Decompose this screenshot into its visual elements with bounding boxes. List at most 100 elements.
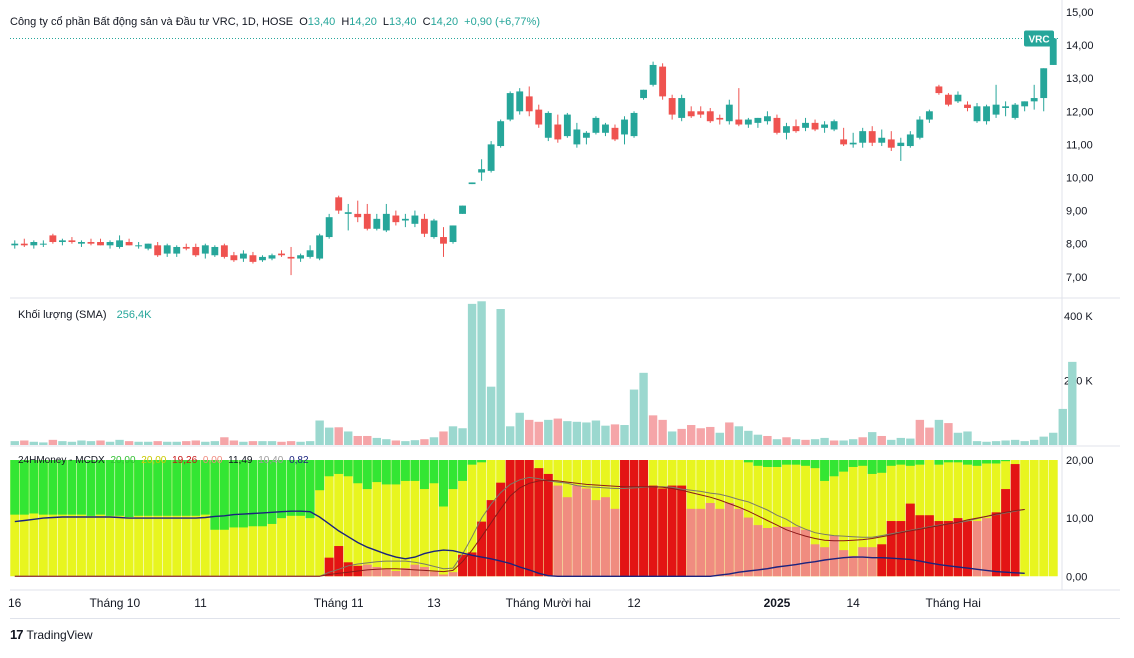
candle-body [954, 94, 962, 102]
candle-body [449, 225, 457, 243]
mcdx-red-bar [658, 488, 668, 577]
candle-body [1030, 98, 1038, 102]
candle-body [392, 215, 400, 223]
volume-bar [286, 441, 296, 445]
volume-bar [486, 386, 496, 445]
mcdx-yellow-bar [934, 460, 944, 577]
mcdx-red-bar [343, 562, 353, 577]
mcdx-red-bar [839, 550, 849, 577]
volume-bar [572, 421, 582, 445]
mcdx-green-bar [362, 460, 372, 490]
mcdx-red-bar [620, 460, 629, 577]
mcdx-green-bar [305, 460, 315, 519]
candle-body [859, 131, 867, 143]
mcdx-label: 24HMoney - MCDX [18, 455, 105, 466]
candle-body [287, 256, 295, 259]
time-tick-label: Tháng 10 [89, 596, 140, 610]
mcdx-red-bar [715, 508, 725, 577]
volume-bar [963, 431, 972, 445]
candle-body [897, 142, 905, 147]
tradingview-logo-icon: 17 [10, 627, 24, 642]
mcdx-yellow-bar [943, 460, 953, 577]
candle-body [687, 111, 695, 117]
mcdx-yellow-bar [1039, 460, 1049, 577]
volume-bar [115, 439, 124, 445]
volume-bar [448, 426, 458, 445]
volume-bar [801, 439, 810, 445]
volume-bar [315, 420, 324, 445]
volume-bar [582, 422, 591, 445]
volume-bar [925, 427, 934, 445]
time-tick-label: 13 [427, 596, 441, 610]
mcdx-green-bar [963, 460, 972, 465]
candle-body [278, 253, 285, 256]
candle-body [563, 114, 571, 137]
candle-body [916, 119, 924, 138]
candle-body [611, 127, 619, 140]
candle-body [811, 122, 819, 130]
candle-body [1049, 38, 1057, 65]
mcdx-red-bar [400, 568, 410, 577]
candle-body [649, 64, 657, 85]
volume-bar [887, 439, 896, 445]
volume-bar [525, 419, 534, 445]
volume-bar [258, 441, 267, 445]
volume-bar [363, 435, 372, 445]
volume-legend: Khối lượng (SMA) 256,4K [18, 309, 155, 321]
footer-divider [10, 618, 1120, 619]
volume-bar [601, 425, 610, 445]
mcdx-red-bar [705, 503, 715, 577]
candle-body [945, 94, 952, 105]
candle-body [659, 66, 667, 97]
volume-bar [334, 427, 343, 445]
mcdx-red-bar [963, 521, 972, 577]
tradingview-logo[interactable]: 17 TradingView [10, 627, 93, 642]
price-tick-label: 8,00 [1066, 239, 1087, 251]
mcdx-yellow-bar [877, 460, 887, 577]
mcdx-green-bar [124, 460, 134, 517]
volume-bar [648, 415, 658, 445]
mcdx-red-bar [677, 485, 687, 577]
volume-bar [248, 441, 258, 445]
candle-body [935, 86, 943, 94]
volume-bar [534, 421, 543, 445]
mcdx-yellow-bar [372, 460, 382, 577]
price-tick-label: 9,00 [1066, 206, 1087, 218]
volume-bar [143, 441, 153, 445]
mcdx-green-bar [57, 460, 67, 515]
low-value: 13,40 [389, 16, 417, 28]
volume-bar [953, 432, 963, 445]
mcdx-red-bar [467, 552, 477, 577]
mcdx-yellow-bar [381, 460, 391, 577]
candle-body [87, 242, 95, 244]
candle-body [525, 96, 533, 112]
mcdx-green-bar [76, 460, 86, 515]
mcdx-yellow-bar [10, 460, 20, 577]
mcdx-red-bar [762, 528, 772, 577]
candle-body [592, 117, 600, 133]
volume-bar [839, 440, 848, 445]
mcdx-v3: 19,26 [172, 455, 198, 466]
time-tick-label: Tháng 11 [314, 596, 364, 610]
volume-bar [429, 437, 439, 445]
mcdx-yellow-bar [848, 460, 858, 577]
candle-body [20, 243, 28, 246]
volume-bar [39, 442, 48, 445]
mcdx-yellow-bar [343, 460, 353, 577]
mcdx-yellow-bar [391, 460, 401, 577]
mcdx-yellow-bar [801, 460, 811, 577]
volume-bar [553, 418, 563, 445]
volume-bar [191, 440, 200, 445]
mcdx-red-bar [515, 460, 525, 577]
mcdx-red-bar [553, 485, 563, 577]
candle-body [630, 112, 638, 137]
volume-tick-label: 400 K [1064, 311, 1093, 323]
mcdx-yellow-bar [791, 460, 801, 577]
mcdx-green-bar [829, 460, 839, 477]
mcdx-green-bar [848, 460, 858, 467]
mcdx-green-bar [972, 460, 982, 466]
mcdx-green-bar [134, 460, 144, 516]
mcdx-yellow-bar [410, 460, 420, 577]
